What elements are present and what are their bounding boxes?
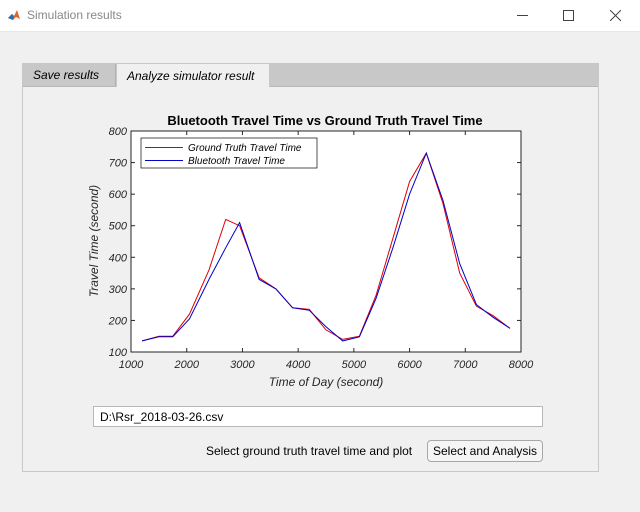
x-tick-label: 2000	[173, 359, 199, 371]
legend-label-ground-truth: Ground Truth Travel Time	[188, 143, 302, 154]
x-tick-label: 3000	[230, 359, 255, 371]
x-axis-label: Time of Day (second)	[269, 375, 384, 389]
y-axis-label: Travel Time (second)	[87, 185, 101, 297]
y-tick-label: 800	[109, 126, 128, 138]
travel-time-chart: Bluetooth Travel Time vs Ground Truth Tr…	[87, 113, 534, 389]
minimize-icon	[516, 15, 528, 16]
close-icon	[609, 10, 621, 21]
minimize-button[interactable]	[499, 0, 545, 31]
y-tick-label: 200	[108, 315, 128, 327]
y-tick-label: 400	[109, 252, 128, 264]
file-path-field[interactable]	[93, 406, 543, 427]
maximize-button[interactable]	[545, 0, 591, 31]
maximize-icon	[562, 10, 574, 21]
matlab-app-icon	[7, 8, 21, 22]
title-bar: Simulation results	[0, 0, 640, 32]
y-tick-label: 100	[109, 347, 128, 359]
tab-strip: Save results Analyze simulator result	[23, 63, 598, 87]
window-title: Simulation results	[27, 8, 122, 22]
legend-label-bluetooth: Bluetooth Travel Time	[188, 156, 285, 167]
x-tick-label: 6000	[397, 359, 422, 371]
close-button[interactable]	[592, 0, 638, 31]
y-tick-label: 500	[109, 221, 128, 233]
tab-save-results[interactable]: Save results	[23, 64, 116, 86]
x-tick-label: 5000	[342, 359, 367, 371]
x-tick-label: 4000	[286, 359, 311, 371]
legend: Ground Truth Travel Time Bluetooth Trave…	[140, 137, 318, 169]
x-tick-label: 8000	[509, 359, 534, 371]
x-tick-label: 1000	[119, 359, 144, 371]
x-tick-label: 7000	[453, 359, 478, 371]
series-line-ground-truth	[141, 151, 511, 342]
y-tick-label: 600	[109, 189, 128, 201]
tab-analyze-simulator-result[interactable]: Analyze simulator result	[116, 63, 270, 87]
y-tick-label: 300	[109, 284, 128, 296]
select-prompt-label: Select ground truth travel time and plot	[206, 444, 413, 458]
series-line-bluetooth	[141, 151, 511, 342]
chart-title: Bluetooth Travel Time vs Ground Truth Tr…	[167, 113, 482, 128]
select-and-analysis-button[interactable]: Select and Analysis	[427, 440, 543, 462]
y-tick-label: 700	[109, 158, 128, 170]
